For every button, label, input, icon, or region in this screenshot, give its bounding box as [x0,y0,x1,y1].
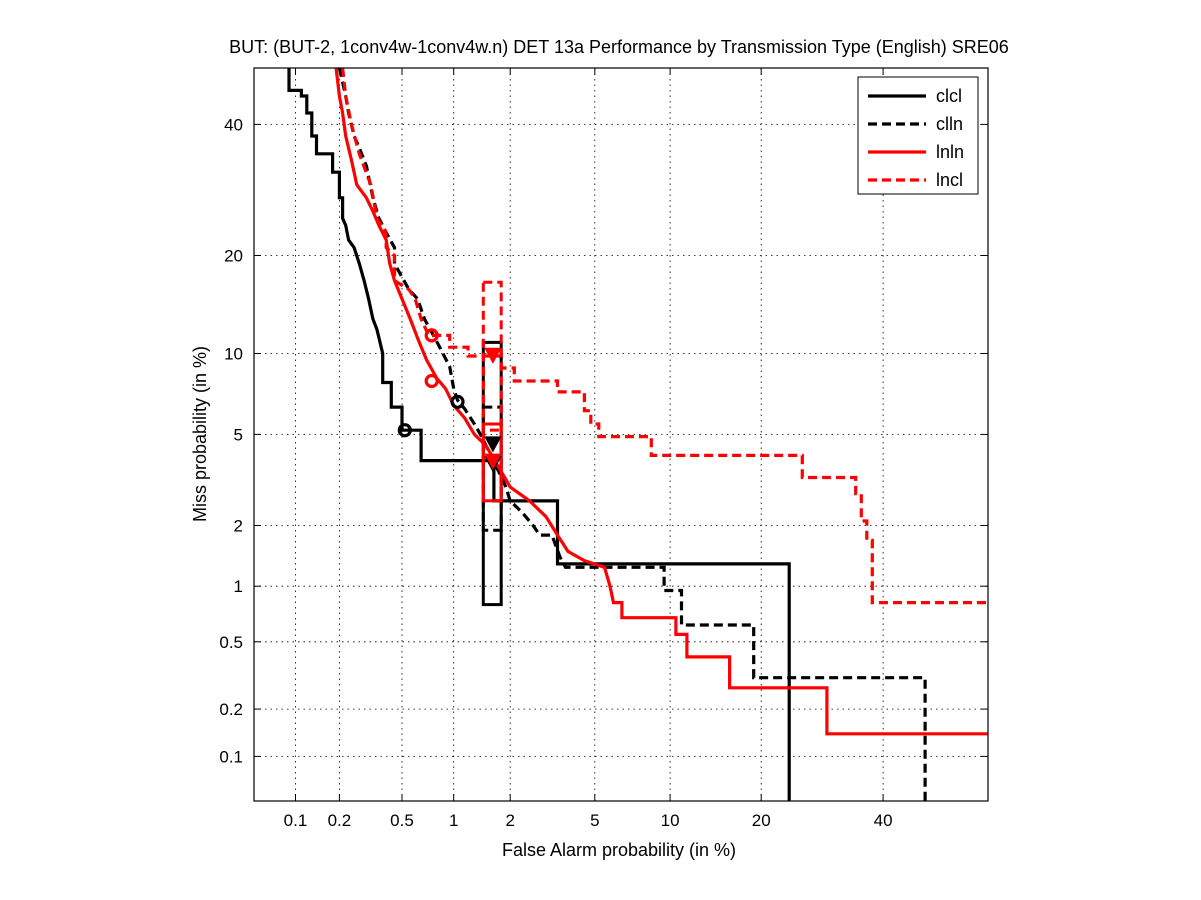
legend-label-lncl: lncl [936,170,963,190]
y-tick-label: 10 [224,345,243,364]
confidence-boxes [481,280,503,607]
act-dcf-marker-lncl [484,347,502,364]
x-tick-label: 0.5 [390,811,414,830]
x-tick-label: 20 [752,811,771,830]
y-tick-label: 5 [234,425,243,444]
operating-point-markers [397,328,502,473]
series-line-clcl [287,68,791,801]
min-dcf-marker-lncl [424,328,439,343]
confidence-box-clln [481,405,503,532]
chart-title: BUT: (BUT-2, 1conv4w-1conv4w.n) DET 13a … [229,37,1009,57]
axis-ticks: 0.1 0.2 0.5 1 2 5 10 20 40 0.1 0.2 0.5 1 2 5 10 20 40 [219,68,988,830]
legend-label-lnln: lnln [936,142,964,162]
y-tick-label: 0.2 [219,700,243,719]
x-tick-label: 10 [661,811,680,830]
x-axis-title: False Alarm probability (in %) [502,840,736,860]
x-tick-label: 0.1 [284,811,308,830]
confidence-box-lnln [481,422,503,503]
y-axis-title: Miss probability (in %) [190,346,210,522]
legend-label-clcl: clcl [936,86,962,106]
min-dcf-marker-lnln [424,373,439,389]
x-tick-label: 2 [505,811,514,830]
y-tick-label: 1 [234,577,243,596]
series-line-lncl [341,67,988,605]
y-tick-label: 0.1 [219,747,243,766]
y-tick-label: 40 [224,115,243,134]
x-tick-label: 1 [449,811,458,830]
act-dcf-marker-lnln [484,453,502,470]
legend-label-clln: clln [936,114,963,134]
legend: clcl clln lnln lncl [857,76,979,195]
x-tick-label: 0.2 [328,811,352,830]
series-lines [287,67,988,801]
min-dcf-marker-clcl [397,423,412,438]
min-dcf-marker-clln [450,394,465,409]
y-tick-label: 20 [224,247,243,266]
y-tick-label: 2 [234,517,243,536]
series-line-lnln [334,67,988,736]
x-tick-label: 5 [590,811,599,830]
confidence-box-lncl [481,280,503,432]
x-tick-label: 40 [874,811,893,830]
y-tick-label: 0.5 [219,633,243,652]
act-dcf-marker-clln [484,436,502,453]
